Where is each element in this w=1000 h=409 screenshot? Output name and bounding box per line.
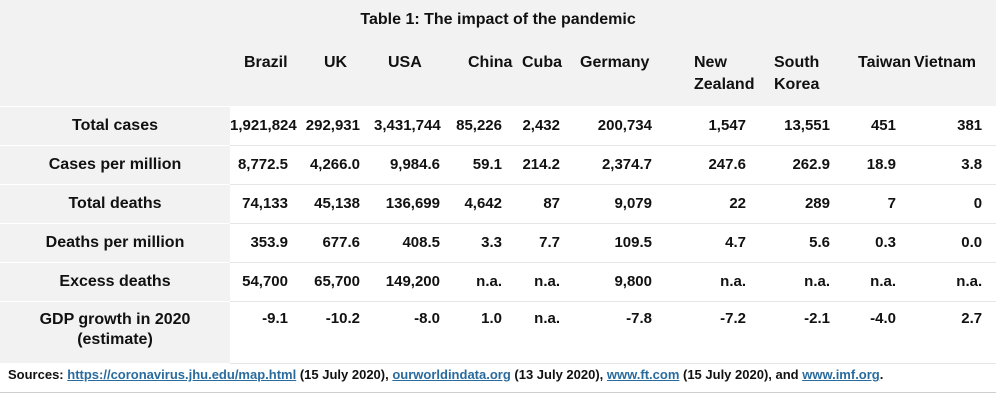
table-cell: 381 [910, 105, 997, 146]
table-cell: 149,200 [374, 261, 454, 302]
table-cell: 247.6 [666, 144, 760, 185]
column-header: China [454, 40, 516, 106]
table-cell: 3.8 [910, 144, 997, 185]
table-cell: 13,551 [760, 105, 844, 146]
table-cell: 408.5 [374, 222, 454, 263]
ourworldindata-link[interactable]: ourworldindata.org [392, 367, 511, 382]
table-row: Deaths per million 353.9 677.6 408.5 3.3 7.7 1… [0, 222, 997, 263]
table-cell: 451 [844, 105, 910, 146]
sources-prefix: Sources: [8, 367, 68, 382]
table-cell: 214.2 [516, 144, 574, 185]
table-cell: 18.9 [844, 144, 910, 185]
table-cell: 9,079 [574, 183, 666, 224]
table-cell: 677.6 [302, 222, 374, 263]
row-label: Excess deaths [0, 261, 230, 301]
sources-text-2: (13 July 2020), [510, 367, 607, 382]
column-header: New Zealand [666, 40, 760, 106]
table-cell: 65,700 [302, 261, 374, 302]
sources-text-4: . [879, 367, 884, 382]
table-cell: 7.7 [516, 222, 574, 263]
table-cell: 289 [760, 183, 844, 224]
imf-link[interactable]: www.imf.org [802, 367, 880, 382]
column-header: Vietnam [910, 40, 997, 106]
row-label: Cases per million [0, 144, 230, 184]
table-cell: 0 [910, 183, 997, 224]
table-cell: 22 [666, 183, 760, 224]
table-cell: 87 [516, 183, 574, 224]
table-cell: n.a. [910, 261, 997, 302]
table-cell: 3.3 [454, 222, 516, 263]
table-body: Total cases 1,921,824 292,931 3,431,744 85,2… [0, 105, 997, 364]
table-cell: 1,921,824 [230, 105, 302, 146]
table-cell: 3,431,744 [374, 105, 454, 146]
column-header-row: Brazil UK USA China Cuba Germany New Zealand So… [0, 40, 997, 106]
column-header: Brazil [230, 40, 302, 106]
table-cell: 4,642 [454, 183, 516, 224]
table-cell: 1,547 [666, 105, 760, 146]
table-cell: 59.1 [454, 144, 516, 185]
table-cell: n.a. [844, 261, 910, 302]
table-cell: 9,800 [574, 261, 666, 302]
table-cell: 45,138 [302, 183, 374, 224]
table-row: Cases per million 8,772.5 4,266.0 9,984.6 59… [0, 144, 997, 185]
table-cell: n.a. [454, 261, 516, 302]
column-header: Cuba [516, 40, 574, 106]
table-cell: 9,984.6 [374, 144, 454, 185]
table-cell: -8.0 [374, 300, 454, 364]
table-cell: 7 [844, 183, 910, 224]
table-cell: -7.8 [574, 300, 666, 364]
table-cell: -7.2 [666, 300, 760, 364]
column-header: Germany [574, 40, 666, 106]
table-cell: 292,931 [302, 105, 374, 146]
table-cell: 85,226 [454, 105, 516, 146]
table-cell: 74,133 [230, 183, 302, 224]
table-cell: 54,700 [230, 261, 302, 302]
row-label: Total deaths [0, 183, 230, 223]
sources-text-3: (15 July 2020), and [679, 367, 803, 382]
table-cell: -4.0 [844, 300, 910, 364]
ft-link[interactable]: www.ft.com [606, 367, 680, 382]
row-label: GDP growth in 2020 (estimate) [0, 300, 230, 363]
row-label: Total cases [0, 105, 230, 145]
table-cell: 1.0 [454, 300, 516, 364]
table-cell: n.a. [516, 261, 574, 302]
table-row: Excess deaths 54,700 65,700 149,200 n.a. n.a.… [0, 261, 997, 302]
column-header: UK [302, 40, 374, 106]
sources-text-1: (15 July 2020), [296, 367, 393, 382]
table-cell: 0.0 [910, 222, 997, 263]
table-cell: n.a. [516, 300, 574, 364]
table-cell: -10.2 [302, 300, 374, 364]
table-cell: 353.9 [230, 222, 302, 263]
table-cell: n.a. [666, 261, 760, 302]
table-cell: -9.1 [230, 300, 302, 364]
table-row: GDP growth in 2020 (estimate) -9.1 -10.2 -8… [0, 300, 997, 364]
table-cell: 5.6 [760, 222, 844, 263]
table-cell: 4,266.0 [302, 144, 374, 185]
table-cell: 8,772.5 [230, 144, 302, 185]
bottom-rule [0, 392, 996, 393]
table-cell: 109.5 [574, 222, 666, 263]
table-cell: n.a. [760, 261, 844, 302]
table-cell: 4.7 [666, 222, 760, 263]
table-cell: -2.1 [760, 300, 844, 364]
jhu-link[interactable]: https://coronavirus.jhu.edu/map.html [67, 367, 297, 382]
table-cell: 200,734 [574, 105, 666, 146]
table-cell: 2,432 [516, 105, 574, 146]
column-header: South Korea [760, 40, 844, 106]
table-cell: 2,374.7 [574, 144, 666, 185]
row-label: Deaths per million [0, 222, 230, 262]
column-header: USA [374, 40, 454, 106]
corner-cell [0, 40, 230, 106]
table-row: Total deaths 74,133 45,138 136,699 4,642 87 9,… [0, 183, 997, 224]
column-header: Taiwan [844, 40, 911, 106]
table-row: Total cases 1,921,824 292,931 3,431,744 85,2… [0, 105, 997, 146]
table-cell: 0.3 [844, 222, 910, 263]
table-cell: 136,699 [374, 183, 454, 224]
pandemic-impact-table: Table 1: The impact of the pandemic Braz… [0, 0, 997, 364]
table-cell: 262.9 [760, 144, 844, 185]
sources-note: Sources: https://coronavirus.jhu.edu/map… [8, 367, 883, 382]
table-cell: 2.7 [910, 300, 997, 364]
table-title: Table 1: The impact of the pandemic [0, 0, 997, 40]
